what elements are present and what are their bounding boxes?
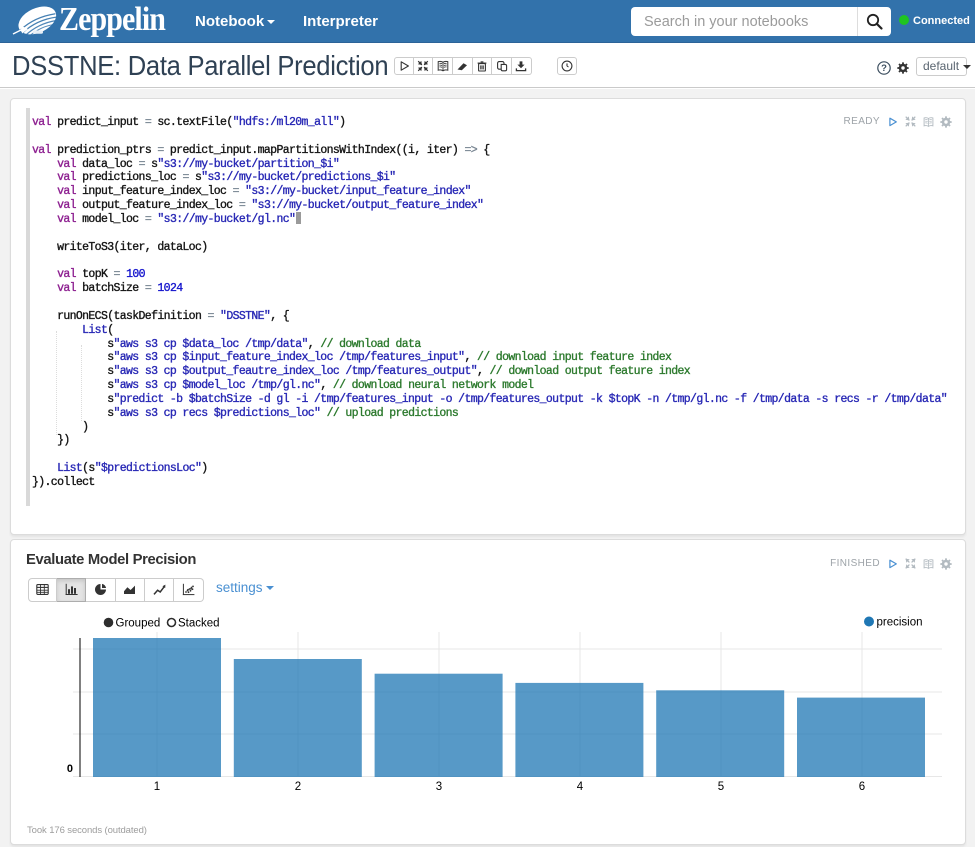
svg-text:Stacked: Stacked	[178, 618, 220, 630]
svg-text:?: ?	[881, 63, 887, 74]
svg-text:3: 3	[436, 781, 442, 793]
svg-text:5: 5	[718, 781, 724, 793]
svg-text:2: 2	[295, 781, 301, 793]
svg-text:0: 0	[67, 763, 73, 775]
svg-text:1: 1	[154, 781, 160, 793]
svg-text:precision: precision	[877, 617, 923, 629]
svg-text:Grouped: Grouped	[116, 618, 161, 630]
svg-text:6: 6	[859, 781, 865, 793]
svg-text:4: 4	[577, 781, 584, 793]
